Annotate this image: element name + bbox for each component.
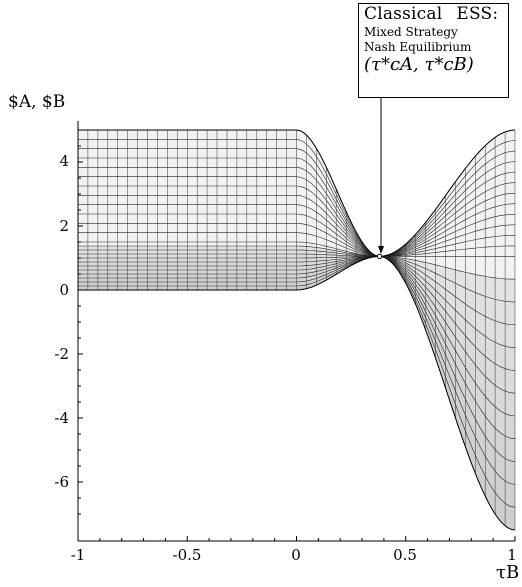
x-axis-label: τB <box>496 562 520 583</box>
annotation-box: Classical ESS: Mixed Strategy Nash Equili… <box>358 3 509 98</box>
x-tick-label: 0 <box>291 546 301 564</box>
surface-strip <box>78 204 515 257</box>
x-tick-label: 1 <box>507 546 517 564</box>
y-tick-label: 2 <box>59 217 69 235</box>
y-tick-label: -2 <box>54 345 69 363</box>
y-tick-label: -6 <box>54 473 69 491</box>
surface-strip <box>78 186 515 257</box>
y-tick-marks <box>78 129 83 515</box>
y-tick-label: -4 <box>54 409 69 427</box>
y-tick-label: 4 <box>59 152 69 170</box>
surface-strip <box>78 256 515 462</box>
equilibrium-point <box>376 253 383 260</box>
surface-strip <box>78 195 515 257</box>
annotation-line: Mixed Strategy <box>364 25 458 39</box>
y-tick-labels: 4 2 0 -2 -4 -6 <box>54 152 69 491</box>
y-tick-label: 0 <box>59 281 69 299</box>
surface-edge <box>78 129 516 257</box>
y-axis-label: $A, $B <box>8 92 66 112</box>
surface-strip <box>78 176 515 257</box>
annotation-line: Nash Equilibrium <box>364 40 472 54</box>
x-tick-label: 0.5 <box>393 546 417 564</box>
x-tick-label: -1 <box>71 546 86 564</box>
surface-mesh <box>77 129 516 531</box>
equilibrium-point-label: (τ*cA, τ*cB) <box>364 54 474 75</box>
x-tick-labels: -1 -0.5 0 0.5 1 <box>71 546 517 564</box>
annotation-heading: Classical ESS: <box>364 4 499 24</box>
callout-arrowhead <box>378 246 384 254</box>
x-tick-marks <box>77 536 516 541</box>
surface-edge <box>78 255 516 531</box>
surface-strip <box>78 167 515 257</box>
x-tick-label: -0.5 <box>173 546 202 564</box>
axes <box>77 121 516 542</box>
surface-strip <box>78 256 515 485</box>
